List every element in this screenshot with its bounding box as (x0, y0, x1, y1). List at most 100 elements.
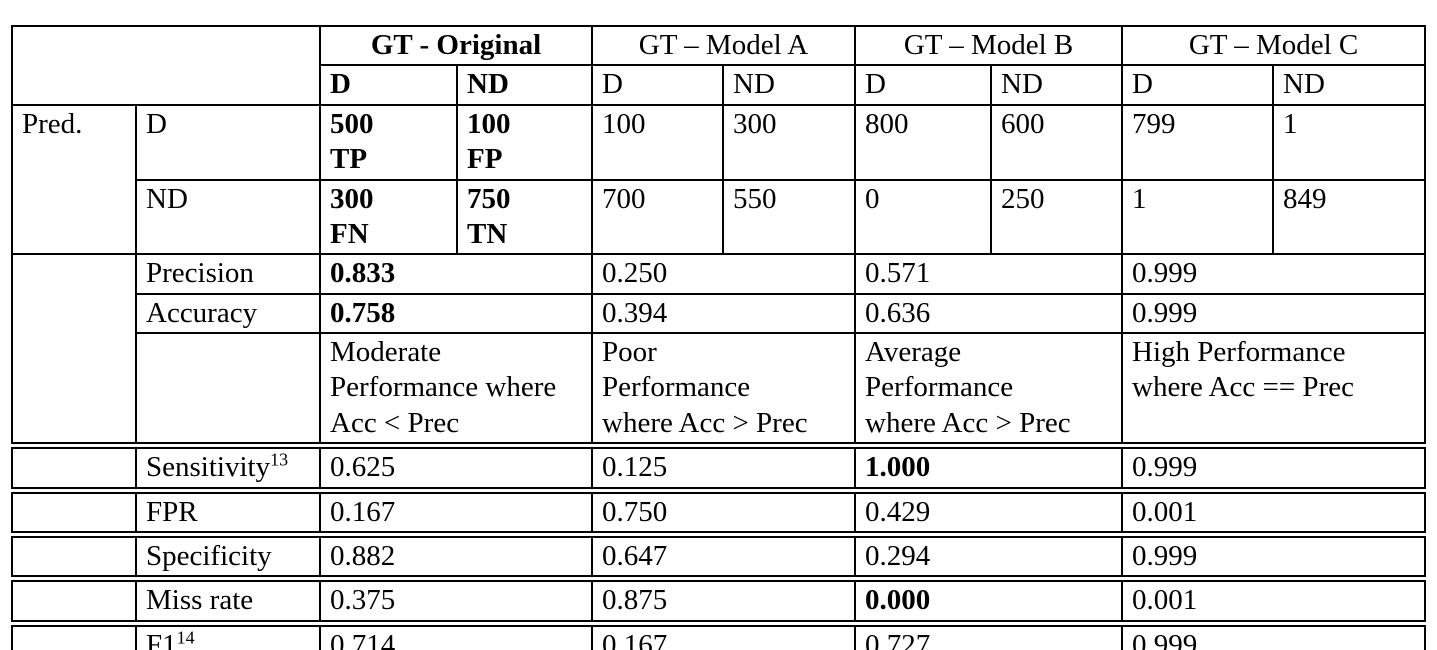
f1-a: 0.167 (591, 624, 856, 650)
f1-gto: 0.714 (319, 624, 593, 650)
cell-gto-d-fn: 300 FN (319, 178, 458, 256)
accuracy-label: Accuracy (135, 292, 321, 335)
empty-left-cell (11, 447, 137, 489)
fpr-label: FPR (135, 491, 321, 533)
sensitivity-gto: 0.625 (319, 447, 593, 489)
performance-note-b: Average Performance where Acc > Prec (854, 331, 1124, 445)
group-header-gt-model-b: GT – Model B (854, 24, 1124, 67)
subheader-a-nd: ND (722, 64, 857, 106)
group-header-gt-model-c: GT – Model C (1121, 24, 1427, 67)
empty-label-cell (135, 331, 321, 445)
subheader-b-nd: ND (990, 64, 1124, 106)
miss-rate-label: Miss rate (135, 580, 321, 622)
group-header-gt-model-a: GT – Model A (591, 24, 857, 67)
corner-cell (11, 25, 321, 106)
fpr-b: 0.429 (854, 491, 1123, 533)
sensitivity-c: 0.999 (1121, 447, 1426, 489)
footnote-ref: 13 (270, 449, 289, 470)
f1-b: 0.727 (854, 624, 1123, 650)
perf-line: Performance where (330, 371, 557, 404)
perf-line: Poor (602, 336, 657, 368)
cell-b-nd: 600 (990, 103, 1124, 181)
performance-note-c: High Performance where Acc == Prec (1121, 331, 1427, 445)
precision-c: 0.999 (1121, 253, 1427, 295)
sensitivity-label: Sensitivity13 (135, 447, 321, 489)
pred-nd-label: ND (135, 178, 321, 256)
fp-value: 100 (467, 107, 511, 140)
subheader-c-nd: ND (1272, 64, 1427, 106)
tp-tag: TP (330, 143, 368, 176)
metric-row-sensitivity: Sensitivity13 0.625 0.125 1.000 0.999 (11, 447, 1426, 489)
cell-gto-nd-tn: 750 TN (455, 178, 594, 256)
fpr-c: 0.001 (1121, 491, 1426, 533)
cell-a-nd: 300 (722, 103, 857, 181)
tp-value: 500 (330, 107, 374, 140)
sensitivity-a: 0.125 (591, 447, 856, 489)
f1-c: 0.999 (1121, 624, 1426, 650)
sensitivity-b: 1.000 (854, 447, 1123, 489)
pred-row-header: Pred. (11, 103, 137, 256)
cell-c-d: 799 (1121, 103, 1275, 181)
footnote-ref: 14 (176, 626, 195, 647)
perf-line: Acc < Prec (330, 406, 460, 439)
perf-line: Moderate (330, 336, 442, 368)
perf-line: High Performance (1132, 336, 1346, 368)
accuracy-gto: 0.758 (318, 292, 594, 335)
subheader-a-d: D (591, 64, 725, 106)
fn-value: 300 (330, 182, 374, 215)
cell-c-nd: 1 (1272, 103, 1427, 181)
cell-b-nd: 250 (990, 178, 1124, 256)
subheader-gto-d: D (319, 64, 458, 106)
subheader-gto-nd: ND (455, 64, 594, 106)
empty-left-cell (11, 580, 137, 622)
cell-b-d: 800 (854, 103, 993, 181)
tn-tag: TN (467, 217, 508, 250)
precision-gto: 0.833 (318, 253, 594, 295)
fpr-gto: 0.167 (319, 491, 593, 533)
pred-d-label: D (135, 103, 321, 181)
subheader-b-d: D (854, 64, 993, 106)
performance-note-a: Poor Performance where Acc > Prec (591, 331, 857, 445)
empty-left-cell (11, 491, 137, 533)
perf-line: Performance (602, 371, 751, 404)
subheader-c-d: D (1121, 64, 1275, 106)
specificity-gto: 0.882 (319, 535, 593, 578)
specificity-b: 0.294 (854, 535, 1123, 578)
cell-c-d: 1 (1121, 178, 1275, 256)
cell-a-d: 700 (591, 178, 725, 256)
figure-5-table: GT - Original GT – Model A GT – Model B … (11, 24, 1427, 650)
fn-tag: FN (330, 217, 369, 250)
precision-label: Precision (135, 253, 321, 295)
cell-a-d: 100 (591, 103, 725, 181)
perf-line: Average (865, 336, 962, 368)
fpr-a: 0.750 (591, 491, 856, 533)
precision-b: 0.571 (854, 253, 1124, 295)
metric-label-text: F1 (146, 628, 177, 650)
cell-gto-nd-fp: 100 FP (455, 103, 594, 181)
accuracy-b: 0.636 (854, 292, 1124, 335)
metric-row-specificity: Specificity 0.882 0.647 0.294 0.999 (11, 535, 1426, 578)
empty-left-cell (11, 624, 137, 650)
perf-line: where Acc > Prec (602, 406, 808, 439)
precision-a: 0.250 (591, 253, 857, 295)
miss-rate-c: 0.001 (1121, 580, 1426, 622)
fp-tag: FP (467, 143, 503, 176)
accuracy-a: 0.394 (591, 292, 857, 335)
metric-label-text: Sensitivity (146, 451, 271, 484)
metric-row-f1: F114 0.714 0.167 0.727 0.999 (11, 624, 1426, 650)
perf-line: where Acc > Prec (865, 406, 1071, 439)
miss-rate-gto: 0.375 (319, 580, 593, 622)
cell-c-nd: 849 (1272, 178, 1427, 256)
specificity-c: 0.999 (1121, 535, 1426, 578)
perf-line: Performance (865, 371, 1014, 404)
results-table-main: GT - Original GT – Model A GT – Model B … (11, 24, 1427, 445)
performance-note-gto: Moderate Performance where Acc < Prec (318, 331, 594, 445)
empty-left-cell (11, 535, 137, 578)
cell-b-d: 0 (854, 178, 993, 256)
accuracy-c: 0.999 (1121, 292, 1427, 335)
specificity-a: 0.647 (591, 535, 856, 578)
empty-left-cell (11, 253, 137, 445)
miss-rate-b: 0.000 (854, 580, 1123, 622)
cell-a-nd: 550 (722, 178, 857, 256)
